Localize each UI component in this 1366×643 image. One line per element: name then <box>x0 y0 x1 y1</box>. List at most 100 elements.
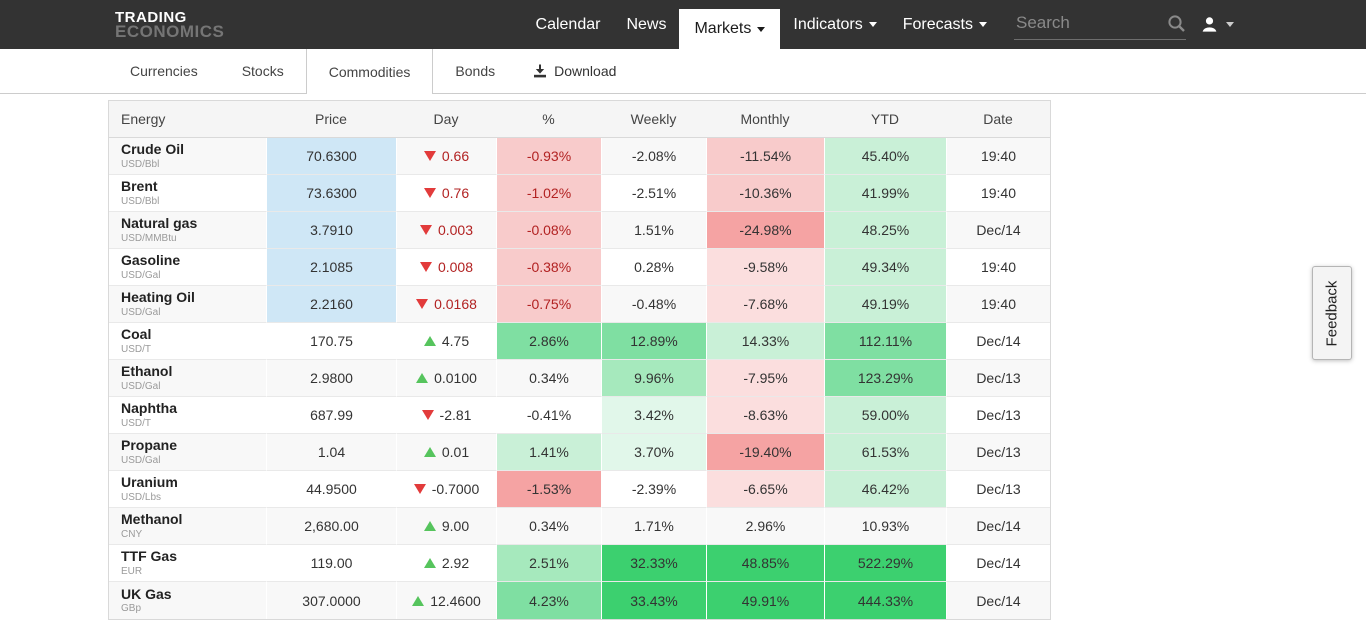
day-cell: 0.66 <box>396 138 496 175</box>
commodity-link[interactable]: Uranium USD/Lbs <box>109 471 266 508</box>
search-box <box>1014 0 1186 40</box>
download-button[interactable]: Download <box>517 49 632 93</box>
table-row: UK Gas GBp 307.0000 12.4600 4.23% 33.43% 49.91… <box>109 582 1050 619</box>
weekly-cell: 1.51% <box>601 212 706 249</box>
table-header-row: Energy Price Day % Weekly Monthly YTD Da… <box>109 101 1050 138</box>
tab-currencies[interactable]: Currencies <box>130 63 198 79</box>
commodity-link[interactable]: TTF Gas EUR <box>109 545 266 582</box>
commodity-name: Ethanol <box>121 363 173 380</box>
commodity-name: Heating Oil <box>121 289 195 306</box>
chevron-down-icon <box>979 22 987 27</box>
percent-cell: 1.41% <box>496 434 601 471</box>
tab-stocks[interactable]: Stocks <box>241 63 284 79</box>
weekly-cell: 9.96% <box>601 360 706 397</box>
commodity-link[interactable]: Propane USD/Gal <box>109 434 266 471</box>
table-row: Methanol CNY 2,680.00 9.00 0.34% 1.71% 2.96% 10… <box>109 508 1050 545</box>
monthly-cell: 48.85% <box>706 545 824 582</box>
user-icon <box>1202 17 1217 32</box>
weekly-cell: 12.89% <box>601 323 706 360</box>
chevron-down-icon <box>868 22 877 27</box>
column-header-monthly: Monthly <box>706 101 824 138</box>
nav-item-markets[interactable]: Markets <box>679 9 781 49</box>
day-value: -2.81 <box>439 407 472 423</box>
ytd-cell: 59.00% <box>824 397 946 434</box>
price-cell: 73.6300 <box>266 175 396 212</box>
commodity-link[interactable]: Ethanol USD/Gal <box>109 360 266 397</box>
nav-item-indicators[interactable]: Indicators <box>780 0 889 49</box>
percent-cell: 0.34% <box>496 360 601 397</box>
trading-economics-logo[interactable]: TRADING ECONOMICS <box>115 0 224 49</box>
day-cell: 0.01 <box>396 434 496 471</box>
top-navigation-bar: TRADING ECONOMICS Calendar News Markets … <box>0 0 1366 49</box>
chevron-down-icon <box>1226 22 1234 27</box>
nav-item-forecasts[interactable]: Forecasts <box>890 0 1000 49</box>
percent-cell: 0.34% <box>496 508 601 545</box>
price-cell: 2.1085 <box>266 249 396 286</box>
table-row: Gasoline USD/Gal 2.1085 0.008 -0.38% 0.28% -9.… <box>109 249 1050 286</box>
commodity-link[interactable]: Brent USD/Bbl <box>109 175 266 212</box>
ytd-cell: 61.53% <box>824 434 946 471</box>
commodity-link[interactable]: Heating Oil USD/Gal <box>109 286 266 323</box>
day-cell: 0.0100 <box>396 360 496 397</box>
day-value: 0.66 <box>441 148 470 164</box>
commodity-name: Methanol <box>121 511 183 528</box>
weekly-cell: 3.70% <box>601 434 706 471</box>
search-input[interactable] <box>1014 13 1160 39</box>
feedback-button[interactable]: Feedback <box>1312 266 1352 360</box>
commodity-name: Propane <box>121 437 178 454</box>
day-value: 0.0168 <box>434 296 477 312</box>
percent-cell: -0.41% <box>496 397 601 434</box>
tab-commodities[interactable]: Commodities <box>305 49 434 94</box>
ytd-cell: 522.29% <box>824 545 946 582</box>
ytd-cell: 123.29% <box>824 360 946 397</box>
commodity-link[interactable]: Gasoline USD/Gal <box>109 249 266 286</box>
table-row: Propane USD/Gal 1.04 0.01 1.41% 3.70% -19.40% 6… <box>109 434 1050 471</box>
commodity-unit: USD/Gal <box>121 380 161 392</box>
nav-item-calendar[interactable]: Calendar <box>535 15 601 33</box>
commodity-link[interactable]: Coal USD/T <box>109 323 266 360</box>
down-triangle-icon <box>421 410 434 420</box>
commodity-link[interactable]: Naphtha USD/T <box>109 397 266 434</box>
day-value: 9.00 <box>441 518 470 534</box>
commodity-link[interactable]: Natural gas USD/MMBtu <box>109 212 266 249</box>
table-row: Brent USD/Bbl 73.6300 0.76 -1.02% -2.51% -10.3… <box>109 175 1050 212</box>
date-cell: 19:40 <box>946 249 1050 286</box>
user-account-menu[interactable] <box>1196 0 1238 49</box>
down-triangle-icon <box>423 188 436 198</box>
price-cell: 44.9500 <box>266 471 396 508</box>
tab-bonds[interactable]: Bonds <box>455 63 496 79</box>
date-cell: 19:40 <box>946 138 1050 175</box>
monthly-cell: -10.36% <box>706 175 824 212</box>
ytd-cell: 10.93% <box>824 508 946 545</box>
price-cell: 70.6300 <box>266 138 396 175</box>
price-cell: 2,680.00 <box>266 508 396 545</box>
nav-item-news[interactable]: News <box>626 15 667 33</box>
commodity-link[interactable]: UK Gas GBp <box>109 582 266 619</box>
up-triangle-icon <box>423 336 436 346</box>
monthly-cell: -7.95% <box>706 360 824 397</box>
commodity-unit: USD/T <box>121 417 151 429</box>
commodity-unit: USD/Gal <box>121 269 161 281</box>
date-cell: Dec/14 <box>946 582 1050 619</box>
download-label: Download <box>554 63 617 79</box>
monthly-cell: -8.63% <box>706 397 824 434</box>
percent-cell: -0.93% <box>496 138 601 175</box>
price-cell: 307.0000 <box>266 582 396 619</box>
percent-cell: -1.02% <box>496 175 601 212</box>
day-value: 0.01 <box>441 444 470 460</box>
down-triangle-icon <box>423 151 436 161</box>
weekly-cell: -0.48% <box>601 286 706 323</box>
ytd-cell: 444.33% <box>824 582 946 619</box>
feedback-label: Feedback <box>1323 280 1341 346</box>
price-cell: 170.75 <box>266 323 396 360</box>
weekly-cell: -2.51% <box>601 175 706 212</box>
commodity-name: TTF Gas <box>121 548 178 565</box>
commodity-link[interactable]: Methanol CNY <box>109 508 266 545</box>
day-cell: 9.00 <box>396 508 496 545</box>
weekly-cell: 1.71% <box>601 508 706 545</box>
search-icon[interactable] <box>1167 14 1186 33</box>
commodity-link[interactable]: Crude Oil USD/Bbl <box>109 138 266 175</box>
table-row: Crude Oil USD/Bbl 70.6300 0.66 -0.93% -2.08% -… <box>109 138 1050 175</box>
day-value: -0.7000 <box>431 481 480 497</box>
commodity-name: Gasoline <box>121 252 181 269</box>
